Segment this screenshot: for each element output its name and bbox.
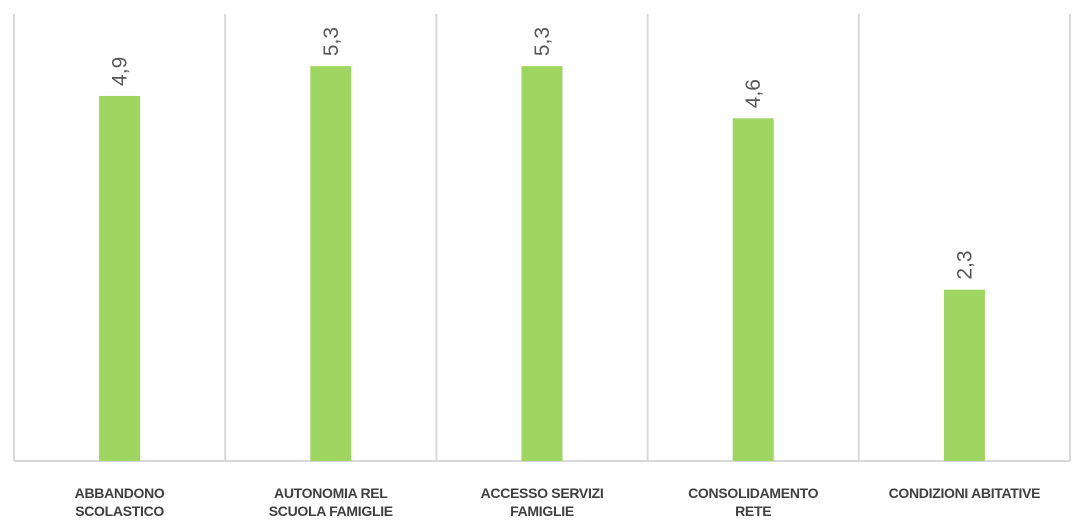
bar-4 <box>732 118 774 462</box>
data-label-2: 5,3 <box>320 27 343 56</box>
data-label-1: 4,9 <box>109 57 132 86</box>
category-label-4: CONSOLIDAMENTO RETE <box>688 485 819 519</box>
data-label-3: 5,3 <box>531 27 554 56</box>
data-label-4: 4,6 <box>742 79 765 108</box>
bar-1 <box>99 95 141 461</box>
category-label-5: CONDIZIONI ABITATIVE <box>888 485 1041 501</box>
category-label-1: ABBANDONO SCOLASTICO <box>74 485 165 519</box>
bar-5 <box>943 289 985 461</box>
bar-3 <box>521 66 563 462</box>
category-label-3: ACCESSO SERVIZI FAMIGLIE <box>480 485 604 519</box>
data-label-5: 2,3 <box>953 250 976 279</box>
bar-2 <box>310 66 352 462</box>
category-label-2: AUTONOMIA REL SCUOLA FAMIGLIE <box>268 485 393 519</box>
